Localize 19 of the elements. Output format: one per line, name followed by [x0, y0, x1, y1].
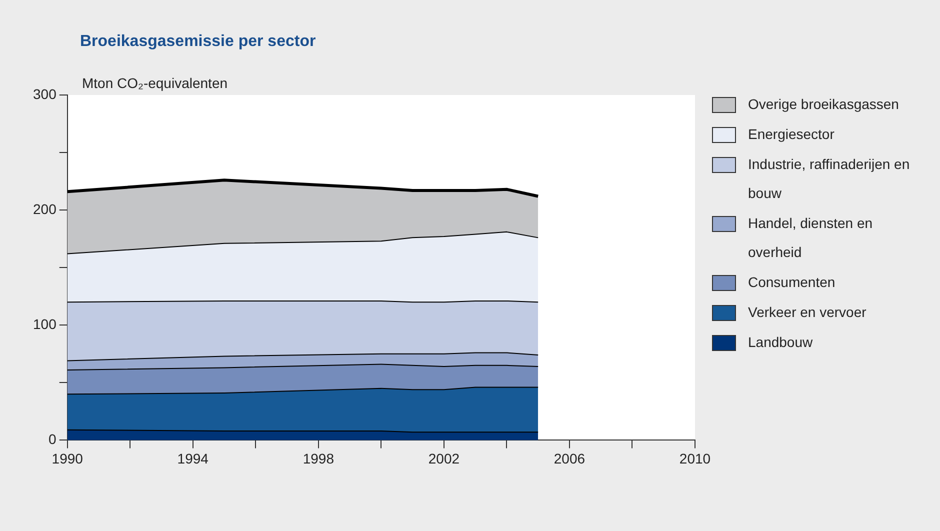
- y-axis-title: Mton CO₂-equivalenten: [82, 75, 228, 91]
- legend-label: Industrie, raffinaderijen en bouw: [748, 155, 911, 203]
- y-tick-label: 200: [33, 200, 57, 217]
- legend-label: Energiesector: [748, 125, 836, 144]
- x-tick-label: 2002: [428, 450, 460, 466]
- x-tick-label: 2010: [679, 450, 711, 466]
- y-tick-label: 100: [33, 316, 57, 332]
- y-tick-label: 300: [33, 86, 57, 102]
- x-tick-label: 1990: [52, 450, 84, 466]
- legend-label: Landbouw: [748, 333, 814, 352]
- legend-label: Overige broeikasgassen: [748, 95, 900, 114]
- legend-label: Consumenten: [748, 273, 836, 292]
- legend-label: Verkeer en vervoer: [748, 303, 868, 322]
- x-tick-label: 2006: [554, 450, 586, 466]
- chart-title: Broeikasgasemissie per sector: [80, 33, 316, 51]
- x-tick-label: 1998: [302, 450, 334, 466]
- y-tick-label: 0: [48, 431, 57, 448]
- x-tick-label: 1994: [177, 450, 209, 466]
- legend-label: Handel, diensten en overheid: [748, 214, 874, 262]
